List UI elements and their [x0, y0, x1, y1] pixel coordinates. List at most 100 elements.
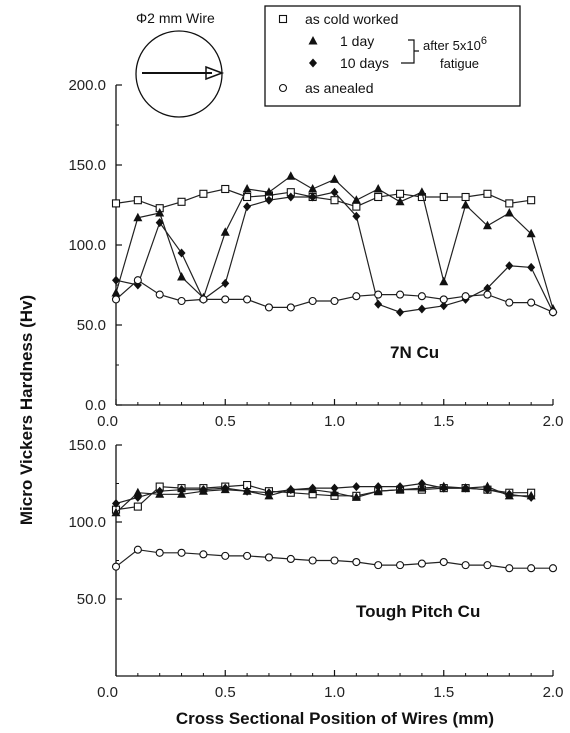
legend-bracket	[401, 39, 419, 64]
data-point-triangle	[439, 276, 449, 286]
y-tick-label: 0.0	[85, 397, 106, 414]
data-point-triangle	[330, 174, 339, 183]
data-point-diamond	[221, 278, 230, 288]
data-point-circle	[286, 303, 295, 312]
wire-cross-section-circle	[135, 30, 223, 118]
data-point-triangle	[111, 288, 121, 297]
series-diamond	[112, 479, 536, 509]
plot-panel-1: 0.0 50.0 100.0 150.0 200.0 0.0 0.5 1.0 1.5 2.0 7N …	[68, 77, 563, 430]
data-point-triangle	[133, 487, 143, 497]
data-point-square	[111, 199, 121, 208]
x-axis-title: Cross Sectional Position of Wires (mm)	[176, 709, 494, 728]
data-point-circle	[439, 295, 448, 304]
data-point-circle	[439, 557, 448, 567]
data-point-diamond	[199, 485, 208, 495]
x-tick-label: 1.0	[324, 684, 345, 701]
data-point-circle	[243, 551, 252, 560]
data-point-circle	[330, 556, 339, 565]
legend-note-line2: fatigue	[440, 56, 479, 71]
legend-item: 10 days	[309, 55, 389, 71]
legend-marker-diamond	[309, 58, 317, 68]
data-point-triangle	[177, 272, 187, 281]
data-point-diamond	[264, 195, 273, 205]
y-axis-title: Micro Vickers Hardness (Hv)	[17, 295, 36, 525]
x-tick-label: 2.0	[543, 684, 564, 701]
data-point-diamond	[439, 483, 448, 493]
data-point-circle	[395, 290, 405, 299]
data-point-triangle	[526, 228, 536, 238]
data-point-circle	[548, 564, 558, 573]
legend: as cold worked 1 day 10 days as anealed aft…	[264, 5, 521, 107]
legend-marker-square	[278, 14, 288, 24]
data-point-diamond	[177, 485, 186, 495]
data-point-circle	[133, 276, 142, 285]
data-point-triangle	[373, 184, 383, 193]
legend-item-label: as cold worked	[305, 11, 398, 27]
data-point-circle	[527, 298, 536, 307]
data-point-circle	[374, 290, 383, 299]
data-point-circle	[417, 559, 426, 568]
y-tick-label: 50.0	[77, 317, 106, 334]
data-point-square	[505, 199, 514, 208]
data-point-diamond	[483, 485, 492, 495]
data-point-circle	[352, 557, 361, 567]
data-point-circle	[308, 296, 317, 306]
data-point-circle	[199, 295, 208, 304]
legend-item-label: 10 days	[340, 55, 389, 71]
series-triangle	[111, 481, 536, 517]
data-point-triangle	[133, 212, 143, 222]
data-point-triangle	[482, 220, 492, 230]
legend-note-exponent: 6	[481, 35, 487, 47]
legend-box	[264, 5, 521, 107]
data-point-triangle	[351, 492, 361, 501]
data-point-diamond	[396, 307, 405, 317]
data-point-circle	[177, 548, 186, 557]
data-point-square	[395, 189, 405, 198]
data-point-diamond	[527, 262, 536, 272]
data-point-circle	[111, 295, 121, 304]
data-point-diamond	[505, 261, 514, 271]
data-point-circle	[155, 548, 164, 557]
y-tick-label: 200.0	[68, 77, 106, 94]
data-point-square	[330, 196, 339, 205]
data-point-circle	[461, 561, 470, 570]
data-point-circle	[286, 554, 295, 564]
y-tick-label: 100.0	[68, 514, 106, 531]
data-point-circle	[461, 292, 470, 301]
data-point-square	[133, 502, 142, 511]
data-point-triangle	[395, 196, 405, 206]
data-point-square	[199, 189, 208, 198]
panel-label: 7N Cu	[390, 343, 439, 362]
data-point-diamond	[243, 486, 252, 496]
data-point-diamond	[155, 486, 164, 496]
data-point-diamond	[330, 187, 339, 197]
data-point-triangle	[242, 184, 252, 193]
x-tick-label: 1.0	[324, 413, 345, 430]
data-point-circle	[264, 553, 274, 562]
data-point-circle	[483, 561, 492, 570]
data-point-square	[527, 196, 536, 205]
data-point-square	[221, 184, 230, 194]
data-point-square	[352, 202, 361, 211]
data-point-circle	[352, 292, 361, 301]
data-point-diamond	[374, 299, 383, 309]
data-point-circle	[505, 298, 514, 307]
legend-item: as anealed	[278, 80, 374, 96]
data-point-diamond	[308, 483, 317, 493]
data-point-diamond	[112, 275, 120, 285]
data-point-circle	[133, 545, 142, 554]
x-tick-label: 1.5	[433, 684, 454, 701]
data-point-diamond	[461, 483, 470, 493]
data-point-diamond	[112, 499, 120, 509]
data-point-circle	[483, 290, 492, 299]
data-point-square	[483, 189, 492, 198]
legend-item-label: as anealed	[305, 80, 374, 96]
plot-panels: 0.0 50.0 100.0 150.0 200.0 0.0 0.5 1.0 1.5 2.0 7N …	[68, 77, 563, 701]
data-point-diamond	[527, 492, 536, 502]
data-point-diamond	[352, 211, 361, 221]
data-point-circle	[199, 550, 208, 559]
data-point-circle	[221, 295, 230, 304]
data-point-diamond	[483, 283, 492, 293]
data-point-circle	[221, 551, 230, 560]
